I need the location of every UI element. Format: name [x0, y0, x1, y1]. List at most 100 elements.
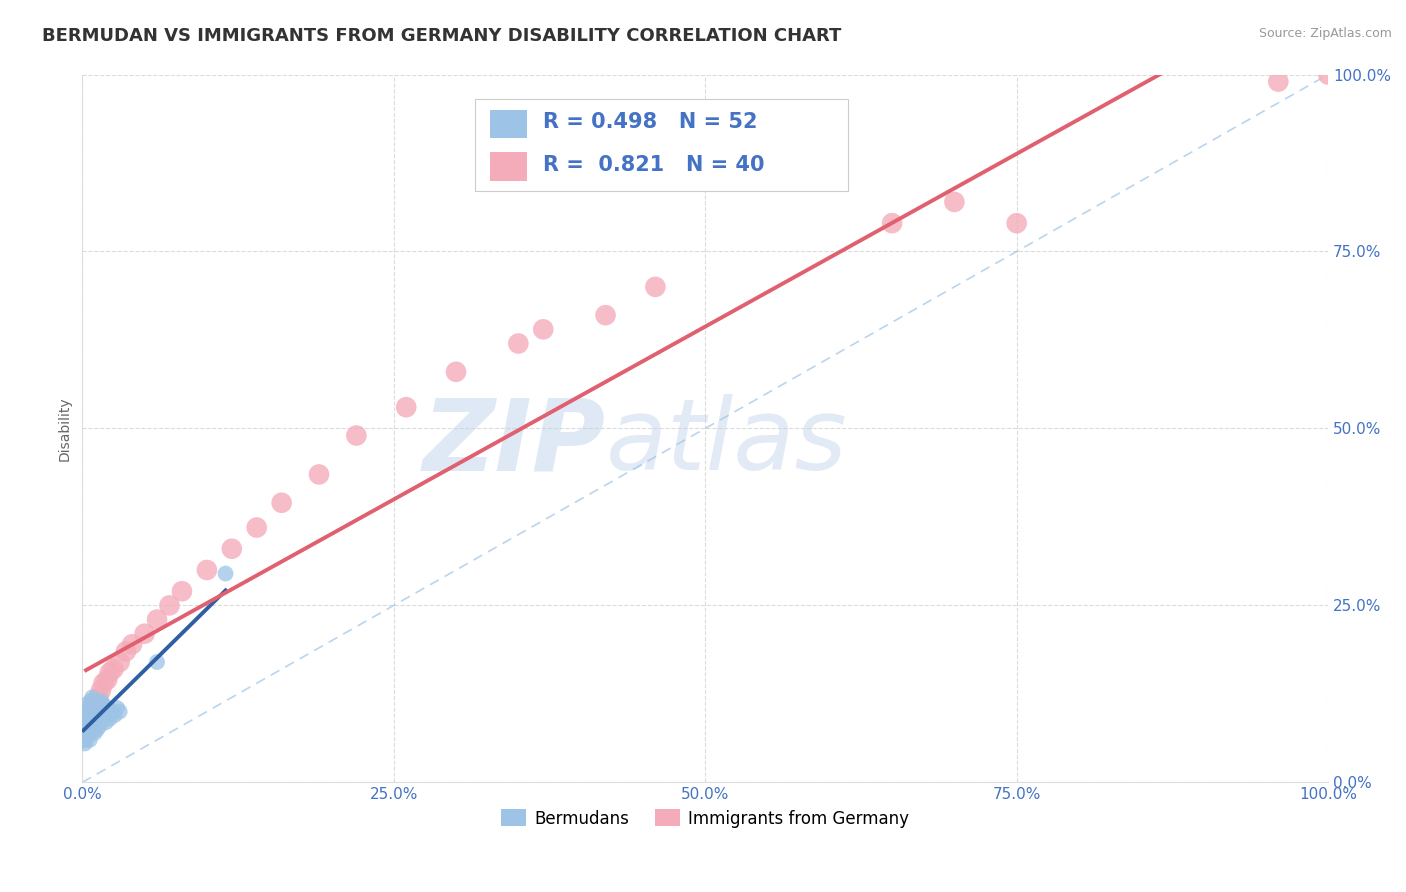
Point	[75, 698, 97, 712]
Point	[80, 726, 103, 740]
Point	[82, 708, 104, 723]
Point	[87, 698, 110, 712]
Point	[159, 599, 181, 613]
Point	[531, 322, 554, 336]
Point	[90, 694, 112, 708]
Point	[83, 726, 105, 740]
Point	[87, 690, 110, 705]
Point	[644, 280, 666, 294]
Point	[270, 496, 292, 510]
Point	[89, 719, 111, 733]
Point	[76, 729, 98, 743]
Point	[84, 694, 107, 708]
Point	[73, 736, 96, 750]
Point	[87, 715, 110, 730]
Point	[80, 708, 103, 723]
Point	[134, 626, 156, 640]
Text: Source: ZipAtlas.com: Source: ZipAtlas.com	[1258, 27, 1392, 40]
Point	[395, 401, 418, 415]
Point	[89, 701, 111, 715]
Point	[146, 613, 169, 627]
FancyBboxPatch shape	[475, 99, 848, 191]
Point	[195, 563, 218, 577]
Point	[94, 715, 117, 730]
Point	[76, 719, 98, 733]
Point	[82, 723, 104, 737]
Legend: Bermudans, Immigrants from Germany: Bermudans, Immigrants from Germany	[495, 803, 915, 834]
Point	[73, 723, 96, 737]
Point	[83, 701, 105, 715]
Point	[115, 644, 138, 658]
Point	[83, 719, 105, 733]
Point	[943, 194, 966, 209]
Point	[96, 673, 118, 687]
Point	[86, 723, 108, 737]
Point	[77, 715, 100, 730]
Text: BERMUDAN VS IMMIGRANTS FROM GERMANY DISABILITY CORRELATION CHART: BERMUDAN VS IMMIGRANTS FROM GERMANY DISA…	[42, 27, 842, 45]
Point	[1267, 74, 1289, 88]
Point	[80, 694, 103, 708]
Point	[76, 719, 98, 733]
Point	[96, 708, 118, 723]
Point	[79, 732, 101, 747]
Point	[104, 708, 127, 723]
Point	[108, 705, 131, 719]
Point	[86, 705, 108, 719]
Point	[75, 712, 97, 726]
Point	[76, 705, 98, 719]
Point	[101, 705, 124, 719]
Point	[83, 694, 105, 708]
Point	[508, 336, 530, 351]
Point	[79, 705, 101, 719]
Point	[75, 732, 97, 747]
Point	[595, 308, 617, 322]
Point	[75, 723, 97, 737]
Point	[77, 715, 100, 730]
Point	[308, 467, 330, 482]
Point	[444, 365, 467, 379]
Point	[93, 698, 115, 712]
Point	[72, 719, 94, 733]
Point	[77, 726, 100, 740]
Point	[82, 690, 104, 705]
Point	[121, 637, 143, 651]
Point	[98, 665, 121, 680]
FancyBboxPatch shape	[489, 153, 527, 181]
Point	[93, 676, 115, 690]
Text: ZIP: ZIP	[423, 394, 606, 491]
Point	[108, 655, 131, 669]
Point	[77, 701, 100, 715]
Point	[146, 655, 169, 669]
Point	[221, 541, 243, 556]
Point	[97, 701, 120, 715]
Point	[93, 705, 115, 719]
Text: R =  0.821   N = 40: R = 0.821 N = 40	[543, 154, 765, 175]
Y-axis label: Disability: Disability	[58, 396, 72, 461]
Point	[246, 520, 269, 534]
Point	[90, 712, 112, 726]
Point	[83, 698, 105, 712]
FancyBboxPatch shape	[489, 110, 527, 138]
Point	[1317, 68, 1340, 82]
Point	[880, 216, 903, 230]
Point	[344, 428, 367, 442]
Point	[73, 708, 96, 723]
Point	[84, 719, 107, 733]
Point	[170, 584, 193, 599]
Point	[90, 683, 112, 698]
Point	[1005, 216, 1028, 230]
Point	[80, 712, 103, 726]
Point	[214, 566, 236, 581]
Point	[82, 705, 104, 719]
Point	[79, 719, 101, 733]
Point	[98, 712, 121, 726]
Point	[75, 726, 97, 740]
Text: atlas: atlas	[606, 394, 848, 491]
Point	[83, 705, 105, 719]
Text: R = 0.498   N = 52: R = 0.498 N = 52	[543, 112, 758, 132]
Point	[91, 708, 114, 723]
Point	[105, 701, 128, 715]
Point	[103, 662, 125, 676]
Point	[72, 732, 94, 747]
Point	[84, 701, 107, 715]
